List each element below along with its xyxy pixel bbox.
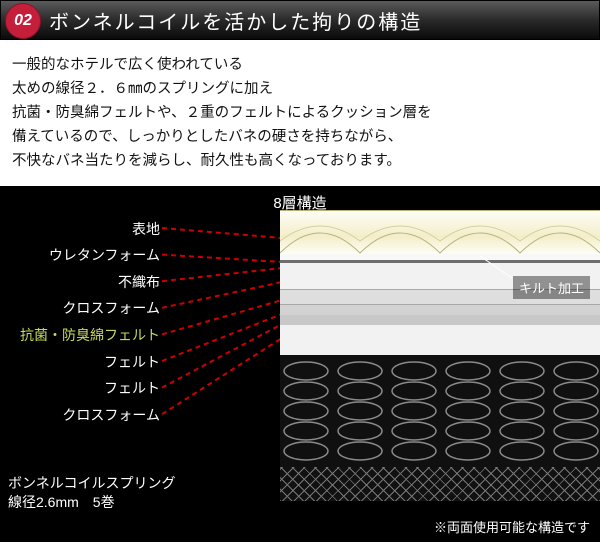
layer-crossfoam-2 [280, 325, 600, 351]
section-title: ボンネルコイルを活かした拘りの構造 [49, 6, 422, 35]
spring-label: ボンネルコイルスプリング線径2.6mm 5巻 [8, 474, 175, 512]
layer-label-3: クロスフォーム [8, 295, 160, 322]
section-header: 02 ボンネルコイルを活かした拘りの構造 [0, 0, 600, 40]
badge-number: 02 [5, 3, 41, 39]
layer-label-7: クロスフォーム [8, 402, 160, 429]
layer-label-2: 不織布 [8, 269, 160, 296]
layer-label-5: フェルト [8, 349, 160, 376]
layer-label-6: フェルト [8, 375, 160, 402]
layer-label-1: ウレタンフォーム [8, 242, 160, 269]
layer-label-list: 表地ウレタンフォーム不織布クロスフォーム抗菌・防臭綿フェルトフェルトフェルトクロ… [8, 216, 160, 429]
layer-label-0: 表地 [8, 216, 160, 243]
layer-felt-2 [280, 315, 600, 325]
layer-felt-1 [280, 305, 600, 315]
cross-section [280, 210, 600, 512]
spring-coils-icon [280, 357, 600, 467]
layer-surface [280, 210, 600, 254]
leader-lines [160, 216, 290, 446]
diagram-footnote: ※両面使用可能な構造です [434, 517, 590, 536]
quilt-pattern-icon [280, 211, 600, 255]
layer-spring-box [280, 351, 600, 501]
description-text: 一般的なホテルで広く使われている太めの線径２．６㎜のスプリングに加え抗菌・防臭綿… [0, 40, 600, 186]
quilt-callout: キルト加工 [513, 276, 590, 299]
base-hatch-icon [280, 467, 600, 501]
layer-diagram: 8層構造 表地ウレタンフォーム不織布クロスフォーム抗菌・防臭綿フェルトフェルトフ… [0, 186, 600, 542]
layer-label-4: 抗菌・防臭綿フェルト [8, 322, 160, 349]
